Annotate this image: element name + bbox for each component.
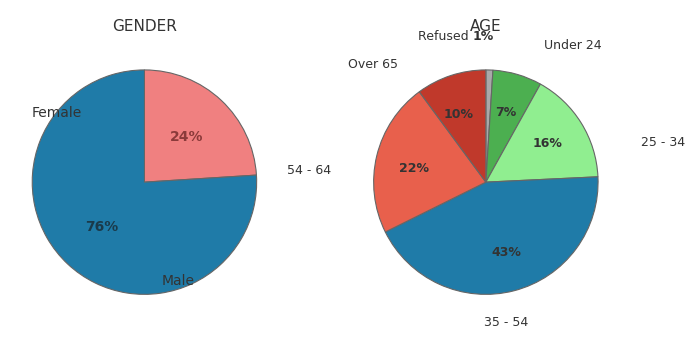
Text: 76%: 76% [86, 220, 119, 234]
Wedge shape [486, 70, 541, 182]
Text: Female: Female [32, 106, 82, 120]
Wedge shape [374, 92, 486, 232]
Text: 24%: 24% [170, 130, 203, 144]
Text: Male: Male [161, 274, 194, 288]
Text: 1%: 1% [473, 30, 494, 43]
Text: 10%: 10% [444, 108, 474, 121]
Wedge shape [486, 84, 598, 182]
Text: 7%: 7% [495, 106, 517, 118]
Wedge shape [385, 177, 598, 294]
Text: Over 65: Over 65 [348, 58, 398, 71]
Text: 35 - 54: 35 - 54 [484, 316, 528, 329]
Text: Under 24: Under 24 [544, 39, 602, 52]
Title: GENDER: GENDER [112, 19, 177, 34]
Text: 25 - 34: 25 - 34 [641, 136, 685, 149]
Wedge shape [144, 70, 256, 182]
Wedge shape [32, 70, 257, 294]
Text: 22%: 22% [399, 162, 429, 175]
Wedge shape [486, 70, 493, 182]
Wedge shape [419, 70, 486, 182]
Text: 54 - 64: 54 - 64 [287, 164, 331, 178]
Text: Refused: Refused [418, 30, 473, 43]
Text: 16%: 16% [532, 136, 563, 150]
Text: 43%: 43% [491, 246, 521, 259]
Title: AGE: AGE [470, 19, 502, 34]
